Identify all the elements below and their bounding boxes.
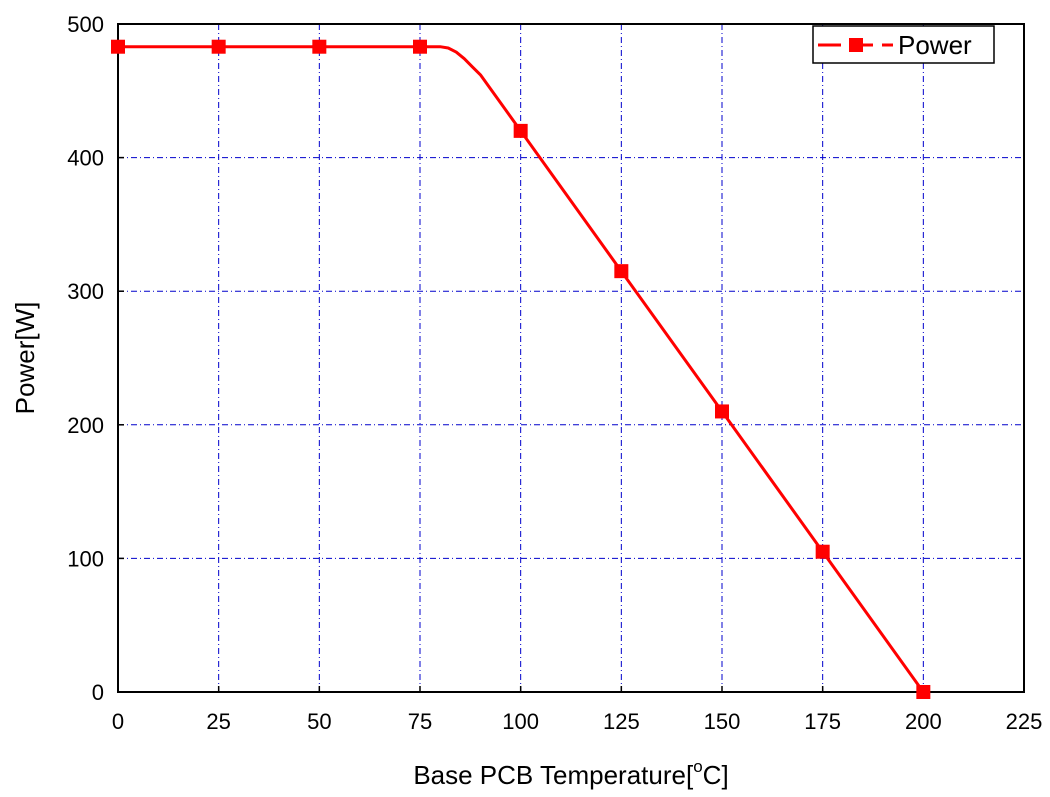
- data-point-marker: [312, 39, 327, 54]
- x-tick-label: 200: [905, 709, 942, 734]
- x-tick-label: 175: [804, 709, 841, 734]
- x-tick-label: 75: [408, 709, 432, 734]
- legend: Power: [812, 25, 995, 64]
- data-point-marker: [513, 123, 528, 138]
- x-tick-label: 25: [206, 709, 230, 734]
- x-axis-title-tail: C]: [703, 760, 729, 790]
- ticks-layer: 0 25 50 75 100 125 150 175 200 225 0 100 200 300 400 50…: [67, 12, 1042, 734]
- legend-marker-icon: [849, 38, 863, 52]
- y-tick-label: 400: [67, 146, 104, 171]
- data-point-marker: [413, 39, 427, 54]
- legend-box: [812, 25, 995, 64]
- data-point-marker: [614, 264, 629, 279]
- y-tick-label: 100: [67, 546, 104, 571]
- x-tick-label: 225: [1006, 709, 1043, 734]
- plot-frame: [117, 23, 1025, 693]
- data-point-marker: [715, 404, 729, 419]
- x-axis-title-main: Base PCB Temperature[: [413, 760, 694, 790]
- legend-label-power: Power: [898, 30, 972, 60]
- y-tick-label: 200: [67, 413, 104, 438]
- x-tick-label: 125: [603, 709, 640, 734]
- x-axis-title: Base PCB Temperature[oC]: [413, 757, 728, 790]
- y-tick-label: 300: [67, 279, 104, 304]
- x-tick-label: 150: [704, 709, 741, 734]
- data-point-marker: [211, 39, 226, 54]
- y-axis-title: Power[W]: [10, 302, 40, 415]
- x-tick-label: 0: [112, 709, 124, 734]
- data-point-marker: [815, 544, 830, 559]
- x-axis-title-sup: o: [693, 757, 702, 776]
- grid-layer: [118, 24, 1024, 692]
- data-point-marker: [916, 685, 931, 699]
- data-point-marker: [111, 39, 125, 54]
- x-tick-label: 100: [502, 709, 539, 734]
- y-tick-label: 0: [92, 680, 104, 705]
- y-tick-label: 500: [67, 12, 104, 37]
- series-layer: [111, 39, 931, 699]
- x-tick-label: 50: [307, 709, 331, 734]
